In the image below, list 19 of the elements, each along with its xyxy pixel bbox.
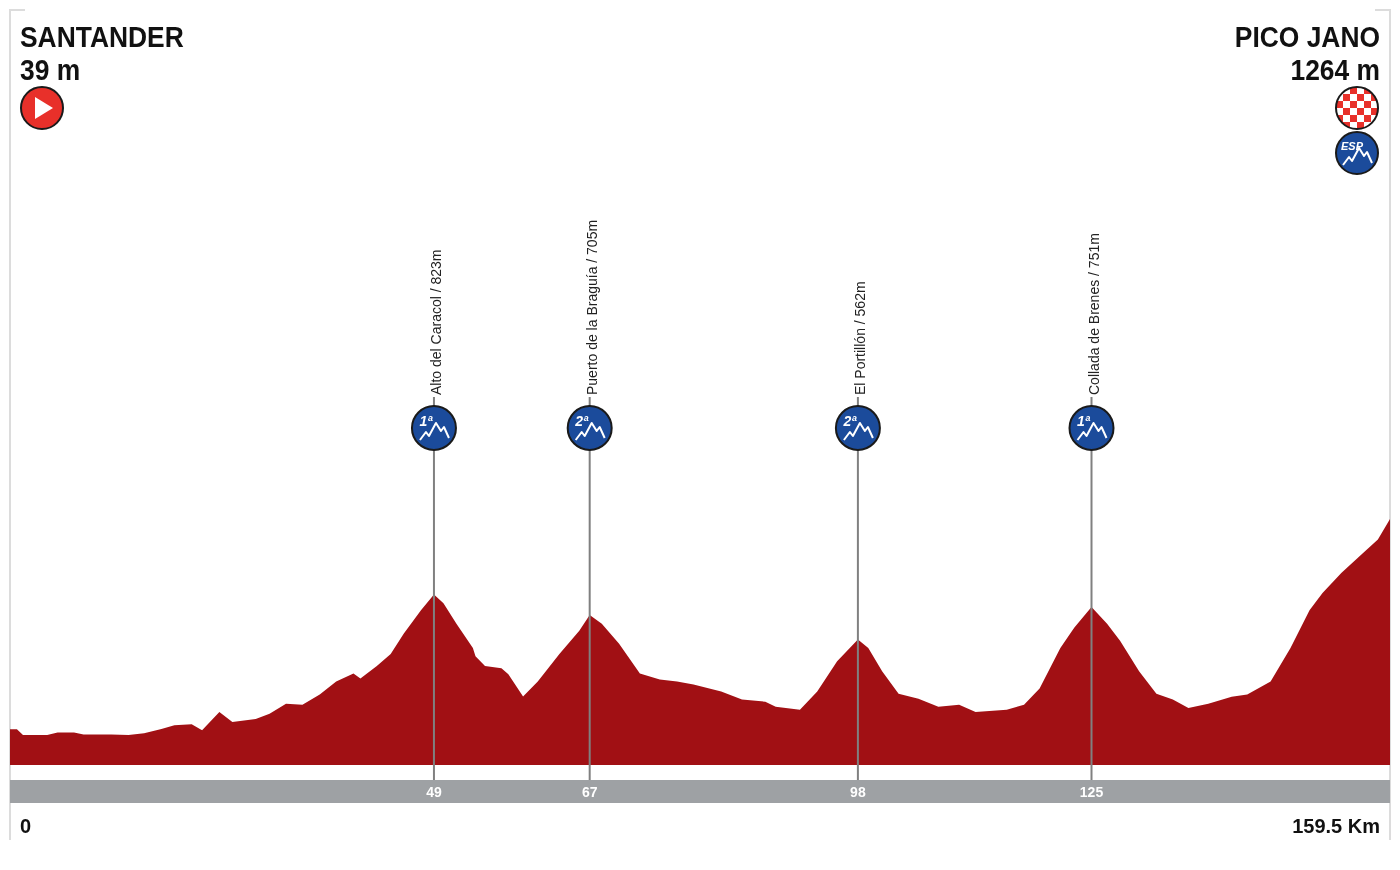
ref-line-label: Puerto de la Braguía / 705m [583, 219, 600, 395]
x-tick-label: 67 [581, 784, 598, 800]
text: 39 m [20, 52, 81, 87]
text: 1ª [419, 413, 434, 429]
x-tick-label: 49 [426, 784, 442, 800]
x-tick-label: 125 [1079, 784, 1104, 800]
text: ESP [1340, 140, 1364, 152]
text: 2ª [574, 413, 589, 429]
ref-line-label: Collada de Brenes / 751m [1085, 233, 1102, 395]
ref-line-label: Alto del Caracol / 823m [427, 249, 444, 395]
text: PICO JANO [1234, 19, 1380, 54]
text: 1264 m [1290, 52, 1380, 87]
text: SANTANDER [20, 19, 184, 54]
text: 2ª [842, 413, 858, 429]
text: 159.5 Km [1292, 815, 1380, 837]
text: 1ª [1077, 413, 1091, 429]
text: 0 [20, 815, 32, 837]
x-tick-label: 98 [850, 784, 866, 800]
ref-line-label: El Portillón / 562m [851, 281, 868, 395]
